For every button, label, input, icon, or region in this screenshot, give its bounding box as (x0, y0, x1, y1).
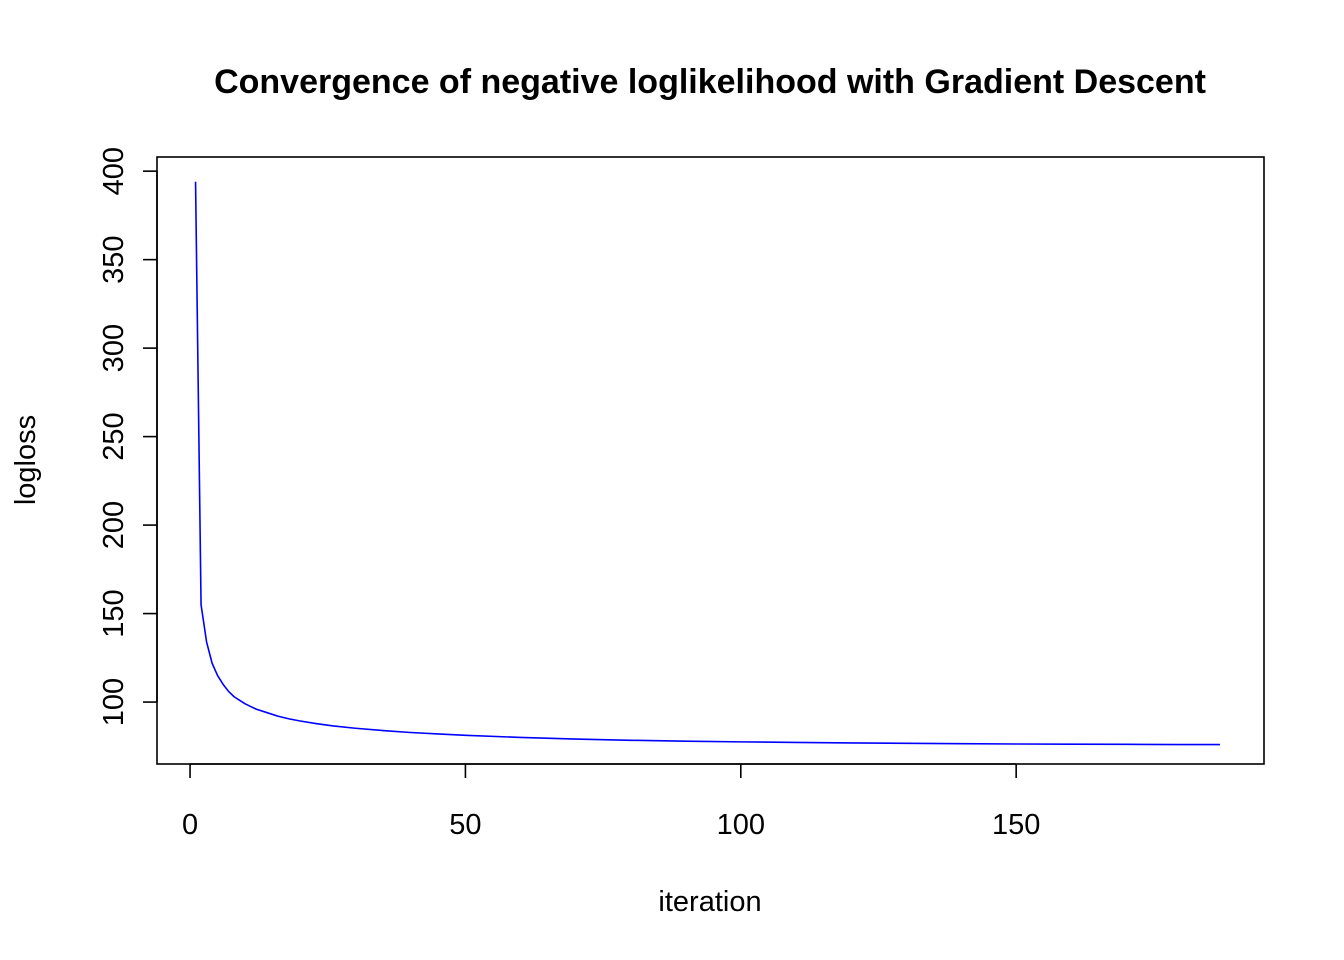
y-axis-label: logloss (10, 415, 42, 505)
x-tick-label: 0 (182, 809, 198, 841)
y-tick-label: 350 (98, 235, 130, 283)
x-tick-label: 150 (992, 809, 1040, 841)
series-line-0 (194, 181, 1220, 746)
x-tick-label: 100 (717, 809, 765, 841)
y-tick-label: 200 (98, 501, 130, 549)
series-layer (194, 181, 1220, 746)
y-tick-label: 100 (98, 678, 130, 726)
y-tick-label: 150 (98, 589, 130, 637)
plot-frame (156, 156, 1265, 765)
y-tick-label: 400 (98, 147, 130, 195)
y-tick-label: 250 (98, 412, 130, 460)
x-axis-label: iteration (658, 886, 761, 918)
chart-title: Convergence of negative loglikelihood wi… (214, 63, 1206, 101)
x-tick-label: 50 (449, 809, 481, 841)
x-axis: 0 50 100 150 (182, 763, 1040, 841)
y-tick-label: 300 (98, 324, 130, 372)
y-axis: 100 150 200 250 300 350 400 (98, 147, 158, 726)
